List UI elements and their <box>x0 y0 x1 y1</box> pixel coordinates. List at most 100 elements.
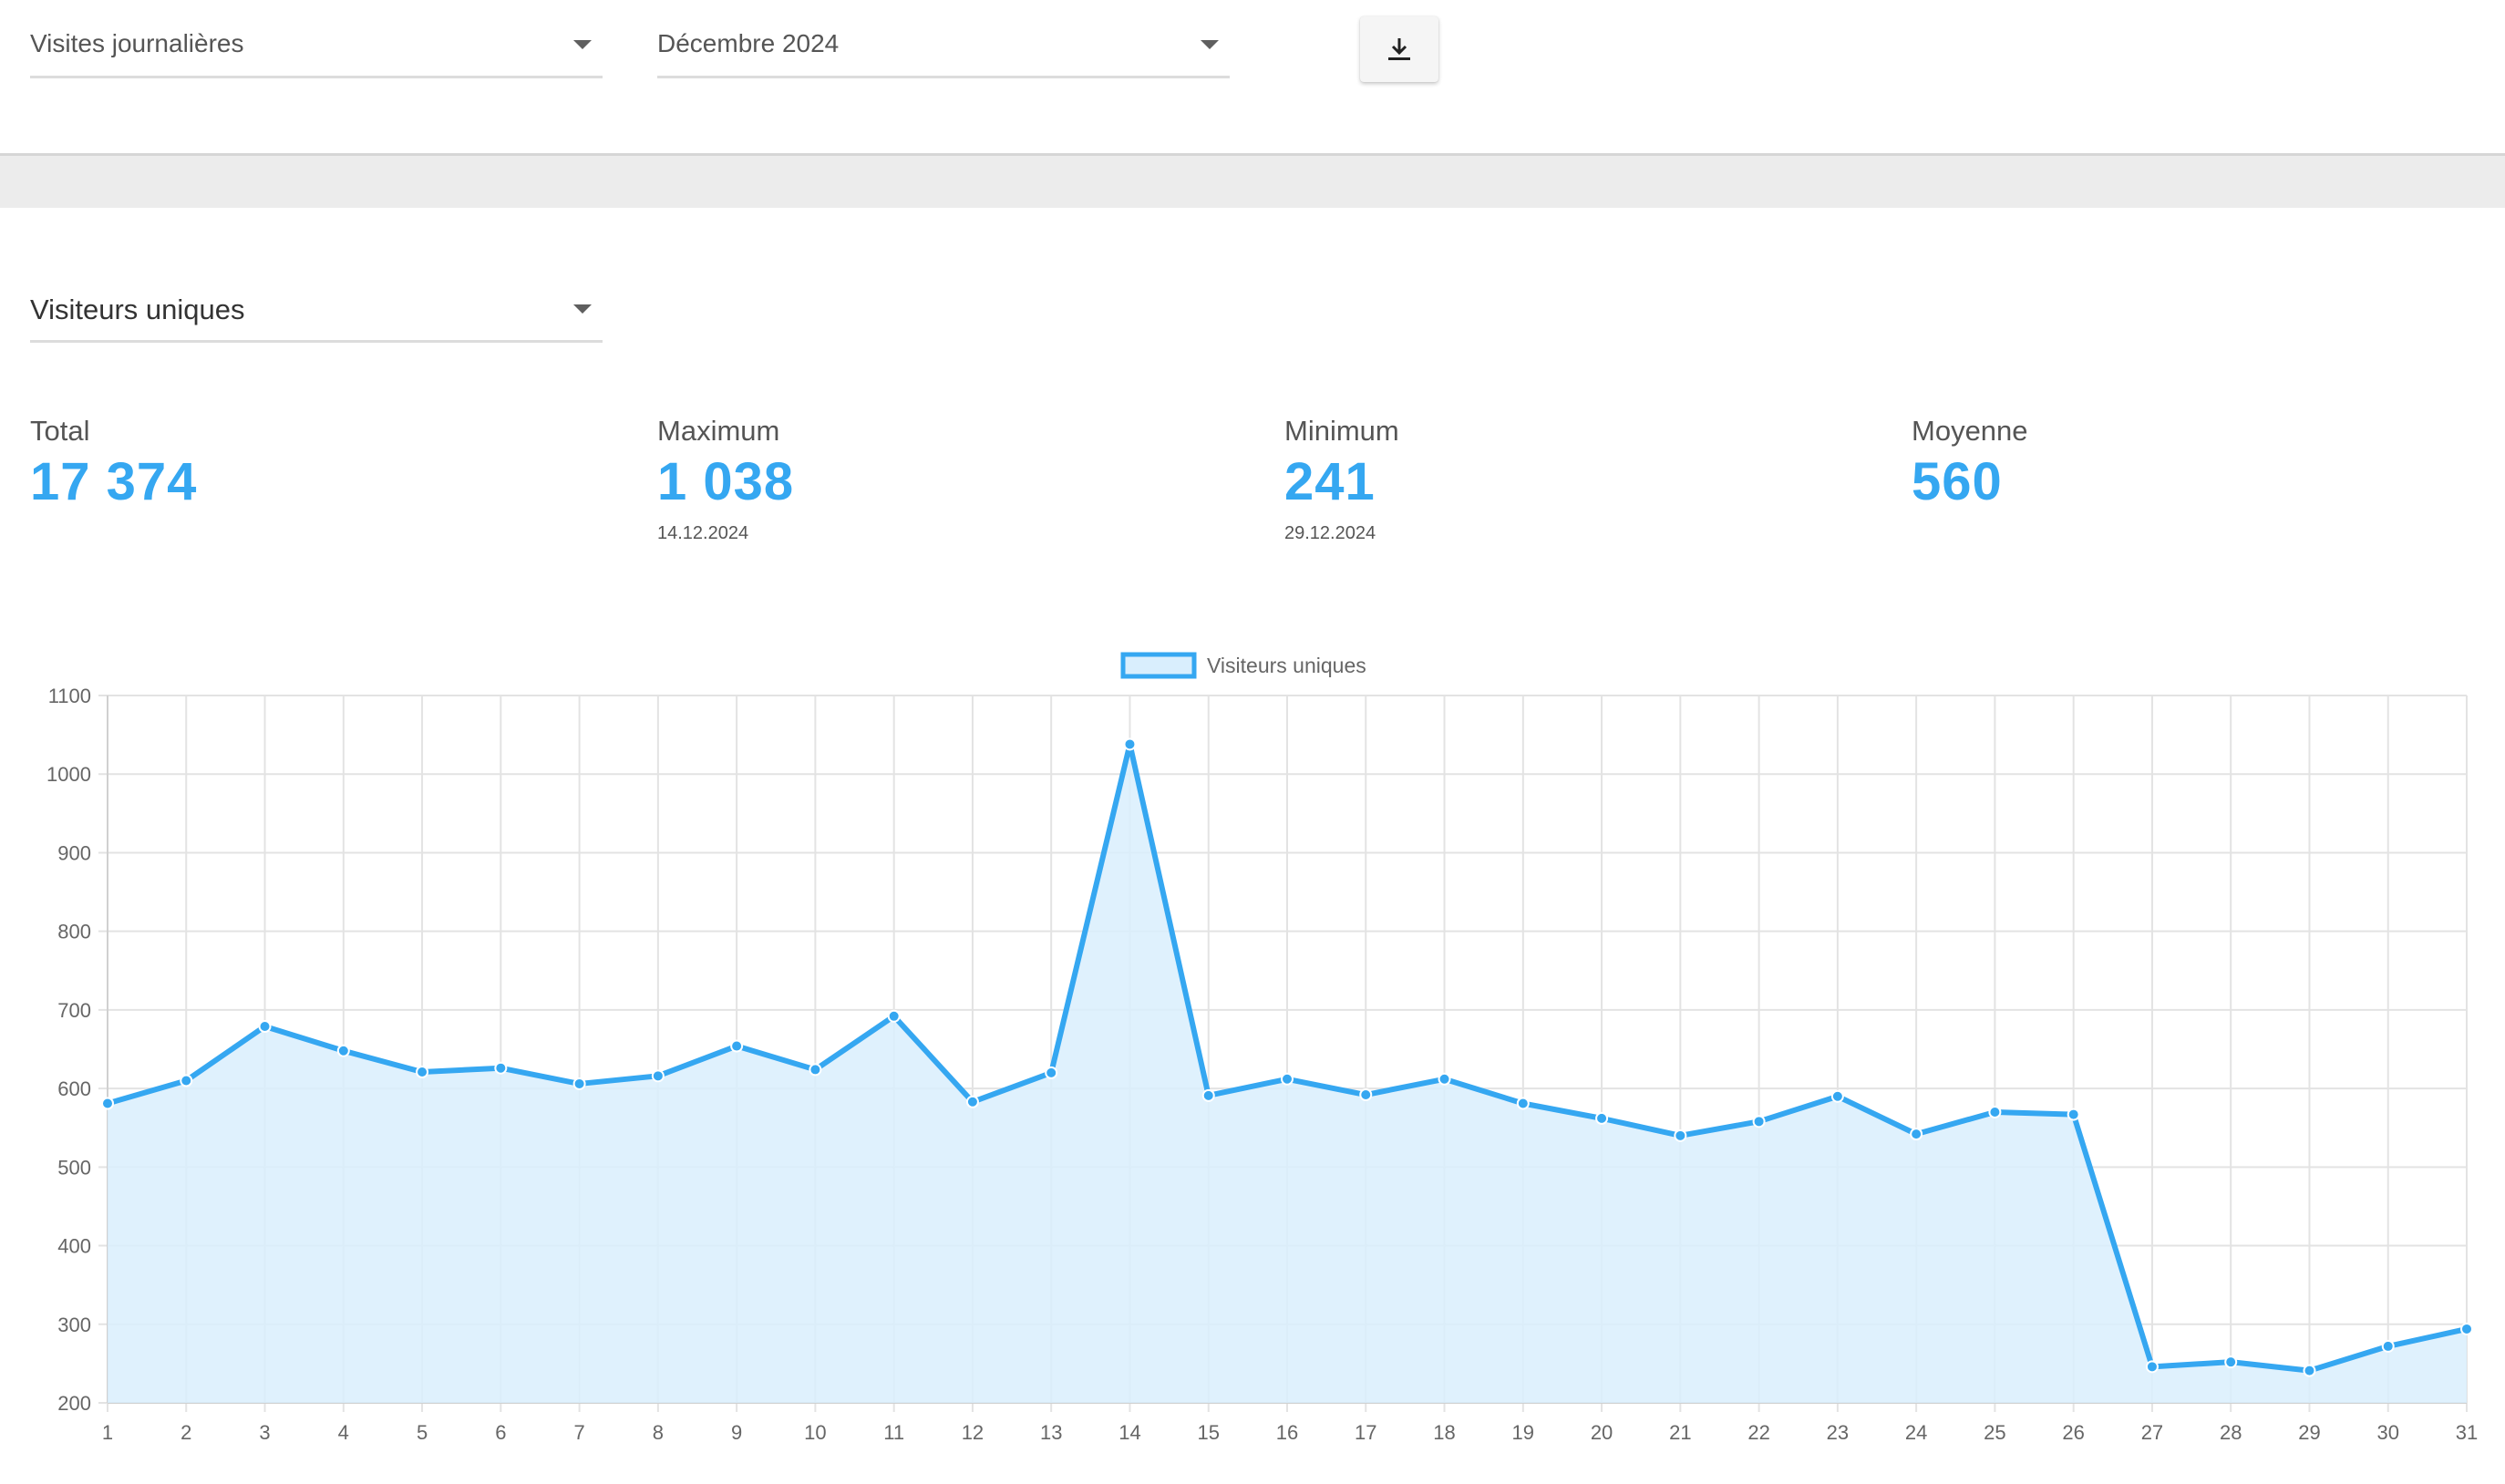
x-tick-label: 31 <box>2456 1421 2478 1444</box>
data-point <box>1359 1088 1373 1102</box>
x-tick-label: 9 <box>731 1421 742 1444</box>
x-tick-label: 15 <box>1197 1421 1219 1444</box>
data-point <box>180 1074 193 1087</box>
x-tick-label: 6 <box>495 1421 506 1444</box>
x-tick-label: 1 <box>102 1421 113 1444</box>
stat-average: Moyenne 560 <box>1912 415 2028 512</box>
stat-maximum-date: 14.12.2024 <box>657 523 749 543</box>
legend-label: Visiteurs uniques <box>1207 654 1366 677</box>
data-point <box>2460 1322 2473 1335</box>
x-tick-label: 7 <box>573 1421 584 1444</box>
x-tick-label: 17 <box>1355 1421 1376 1444</box>
x-tick-label: 2 <box>180 1421 191 1444</box>
metric-select[interactable]: Visiteurs uniques <box>30 290 603 343</box>
series-area <box>108 744 2467 1403</box>
data-point <box>2381 1339 2395 1353</box>
x-tick-label: 20 <box>1591 1421 1613 1444</box>
data-point <box>651 1069 665 1083</box>
y-tick-label: 300 <box>57 1314 91 1336</box>
stat-average-value: 560 <box>1912 452 2003 511</box>
x-tick-label: 10 <box>804 1421 826 1444</box>
data-point <box>1123 737 1137 751</box>
data-point <box>1988 1105 2002 1118</box>
data-point <box>258 1019 272 1033</box>
data-point <box>2224 1355 2238 1369</box>
stat-total: Total 17 374 <box>30 415 197 512</box>
data-point <box>572 1077 586 1090</box>
data-point <box>2067 1108 2080 1121</box>
x-tick-label: 25 <box>1984 1421 2005 1444</box>
x-tick-label: 11 <box>883 1421 904 1444</box>
y-tick-label: 1000 <box>46 763 91 786</box>
chevron-down-icon <box>573 40 592 49</box>
data-point <box>1201 1088 1215 1102</box>
y-tick-label: 700 <box>57 999 91 1022</box>
stat-minimum: Minimum 241 29.12.2024 <box>1284 415 1399 544</box>
stat-minimum-label: Minimum <box>1284 415 1399 447</box>
x-tick-label: 24 <box>1905 1421 1927 1444</box>
x-tick-label: 5 <box>417 1421 428 1444</box>
month-select[interactable]: Décembre 2024 <box>657 22 1230 78</box>
data-point <box>1752 1115 1766 1128</box>
x-tick-label: 18 <box>1433 1421 1455 1444</box>
legend-swatch <box>1120 652 1197 679</box>
data-point <box>730 1039 744 1053</box>
data-point <box>1516 1097 1530 1110</box>
data-point <box>1595 1111 1609 1125</box>
stat-maximum: Maximum 1 038 14.12.2024 <box>657 415 794 544</box>
x-tick-label: 19 <box>1512 1421 1534 1444</box>
stat-maximum-value: 1 038 <box>657 452 795 511</box>
y-tick-label: 800 <box>57 921 91 943</box>
chevron-down-icon <box>1201 40 1219 49</box>
x-tick-label: 4 <box>338 1421 349 1444</box>
data-point <box>809 1063 822 1077</box>
data-point <box>1438 1072 1451 1086</box>
y-tick-label: 900 <box>57 841 91 864</box>
data-point <box>2145 1360 2159 1374</box>
x-tick-label: 29 <box>2298 1421 2320 1444</box>
data-point <box>1910 1128 1923 1141</box>
x-tick-label: 14 <box>1118 1421 1140 1444</box>
metric-select-value: Visiteurs uniques <box>30 294 245 325</box>
x-tick-label: 22 <box>1747 1421 1769 1444</box>
x-tick-label: 12 <box>962 1421 984 1444</box>
y-tick-label: 200 <box>57 1392 91 1415</box>
data-point <box>494 1061 508 1075</box>
data-point <box>965 1095 979 1108</box>
x-tick-label: 27 <box>2141 1421 2163 1444</box>
download-button[interactable] <box>1360 16 1438 82</box>
x-tick-label: 8 <box>653 1421 664 1444</box>
x-tick-label: 28 <box>2220 1421 2242 1444</box>
y-tick-label: 400 <box>57 1235 91 1258</box>
data-point <box>1830 1089 1844 1103</box>
y-tick-label: 600 <box>57 1077 91 1100</box>
stat-minimum-value: 241 <box>1284 452 1376 511</box>
divider <box>0 153 2505 156</box>
x-tick-label: 30 <box>2376 1421 2398 1444</box>
data-point <box>2303 1364 2316 1377</box>
month-select-value: Décembre 2024 <box>657 29 840 57</box>
data-point <box>336 1044 350 1057</box>
x-tick-label: 23 <box>1827 1421 1849 1444</box>
data-point <box>101 1097 114 1110</box>
stat-maximum-label: Maximum <box>657 415 780 447</box>
data-point <box>416 1066 429 1079</box>
chevron-down-icon <box>573 304 592 314</box>
data-point <box>887 1009 901 1023</box>
y-tick-label: 500 <box>57 1156 91 1179</box>
data-point <box>1281 1072 1294 1086</box>
x-tick-label: 21 <box>1669 1421 1691 1444</box>
stat-total-label: Total <box>30 415 90 447</box>
data-point <box>1045 1066 1058 1079</box>
y-tick-label: 1100 <box>48 685 91 707</box>
data-point <box>1674 1128 1687 1142</box>
download-icon <box>1388 38 1410 60</box>
x-tick-label: 26 <box>2062 1421 2084 1444</box>
report-select-value: Visites journalières <box>30 29 244 57</box>
stat-average-label: Moyenne <box>1912 415 2028 447</box>
report-select[interactable]: Visites journalières <box>30 22 603 78</box>
x-tick-label: 3 <box>259 1421 270 1444</box>
x-tick-label: 13 <box>1040 1421 1062 1444</box>
stat-total-value: 17 374 <box>30 452 198 511</box>
